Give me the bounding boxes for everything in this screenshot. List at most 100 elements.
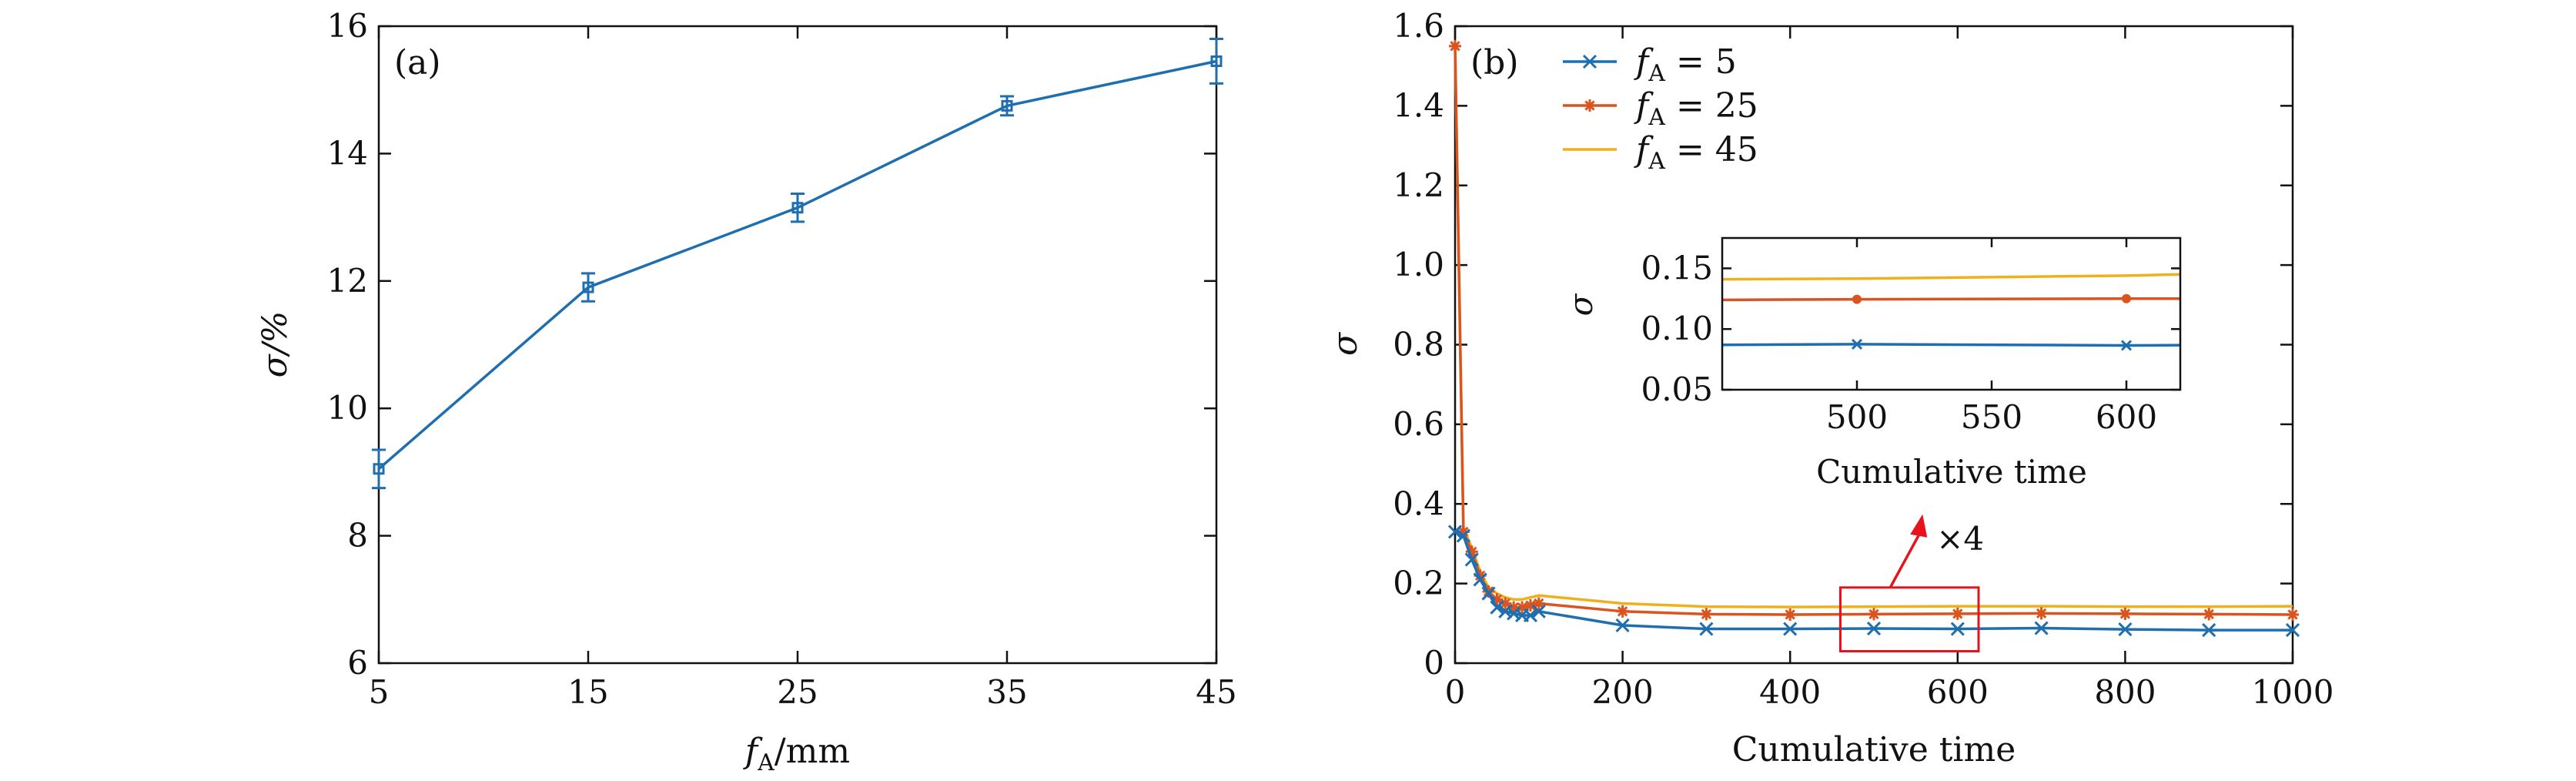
chart-a-panel-label: (a): [394, 43, 441, 82]
chart-b-data-point: [1531, 604, 1546, 618]
chart-b: (b) σ Cumulative time 0 200 400 600 800 1000 0…: [1326, 7, 2333, 769]
inset-data-point: [2120, 340, 2133, 351]
chart-a-y-tick-label: 14: [327, 134, 368, 172]
chart-b-data-point: [1616, 605, 1629, 618]
chart-a-x-tick-label: 15: [567, 673, 608, 711]
chart-a-error-bar: [1000, 95, 1014, 117]
legend-label: fA = 45: [1634, 130, 1758, 175]
inset-series-line: [1721, 273, 2181, 281]
chart-a-y-axis-label: σ/%: [256, 311, 295, 378]
chart-a-x-tick-label: 25: [777, 673, 818, 711]
chart-b-data-point: [1481, 586, 1496, 601]
zoom-factor-label: ×4: [1936, 520, 1984, 558]
chart-b-y-tick-label: 0: [1423, 644, 1444, 682]
chart-a-y-tick-label: 12: [327, 262, 368, 300]
chart-b-data-point: [2034, 621, 2049, 635]
chart-a-error-bar: [581, 272, 595, 303]
chart-a: (a) σ/% fA/mm 5 15 25 35 45 6 8 10 12 14 16: [256, 7, 1237, 776]
zoom-arrow-head: [1910, 514, 1928, 538]
chart-b-data-point: [1532, 597, 1545, 610]
chart-a-y-tick-label: 8: [347, 517, 368, 555]
chart-b-data-point: [1449, 39, 1461, 52]
zoom-arrow-line: [1889, 527, 1924, 588]
chart-b-data-point: [1490, 600, 1504, 615]
chart-b-y-tick-label: 1.2: [1393, 166, 1444, 204]
inset-background: [1722, 238, 2180, 390]
chart-a-x-axis-label: fA/mm: [743, 732, 850, 776]
chart-b-x-axis-label: Cumulative time: [1732, 730, 2016, 769]
chart-a-x-tick-label: 5: [369, 673, 390, 711]
inset-data-point: [1852, 294, 1862, 304]
legend-marker: [1584, 99, 1596, 112]
chart-b-data-point: [2203, 608, 2216, 621]
chart-b-y-tick-label: 0.2: [1393, 565, 1444, 602]
chart-b-x-tick-label: 800: [2094, 673, 2156, 711]
chart-a-x-tick-label: 35: [986, 673, 1027, 711]
chart-b-data-point: [1473, 572, 1487, 587]
inset-y-tick-label: 0.05: [1641, 370, 1713, 408]
chart-b-y-tick-label: 1.6: [1393, 7, 1444, 45]
inset-series-line: [1721, 343, 2181, 347]
chart-b-y-tick-label: 1.0: [1393, 246, 1444, 283]
chart-b-y-tick-label: 0.6: [1393, 405, 1444, 443]
chart-b-data-point: [1783, 622, 1798, 636]
chart-b-panel-label: (b): [1470, 43, 1519, 82]
chart-b-x-tick-label: 600: [1927, 673, 1989, 711]
chart-a-data-point: [373, 463, 385, 475]
inset-x-axis-label: Cumulative time: [1816, 453, 2087, 491]
chart-b-data-point: [1490, 593, 1504, 606]
inset-data-point: [1851, 338, 1863, 350]
chart-a-series-line: [377, 59, 1217, 471]
chart-b-data-point: [1474, 569, 1487, 582]
chart-b-data-point: [1456, 528, 1470, 543]
chart-b-data-point: [1465, 545, 1478, 558]
chart-a-data-point: [1210, 55, 1223, 67]
chart-b-data-point: [2035, 607, 2048, 620]
inset-frame: [1721, 236, 2182, 391]
inset-data-point: [2122, 293, 2131, 303]
chart-b-data-point: [1951, 607, 1964, 620]
inset-x-tick-label: 550: [1961, 398, 2022, 436]
chart-b-x-tick-label: 400: [1759, 673, 1821, 711]
chart-b-data-point: [1784, 608, 1797, 621]
chart-a-y-tick-label: 10: [327, 389, 368, 427]
chart-b-x-tick-label: 200: [1592, 673, 1654, 711]
chart-a-data-point: [582, 281, 594, 293]
chart-b-x-tick-label: 1000: [2252, 673, 2334, 711]
chart-b-data-point: [1447, 525, 1463, 539]
chart-b-x-tick-label: 0: [1445, 673, 1466, 711]
chart-a-frame: [377, 25, 1218, 665]
inset-x-tick-label: 500: [1826, 398, 1888, 436]
legend-label: fA = 25: [1634, 86, 1758, 131]
zoom-region-box: [1838, 586, 1980, 652]
chart-a-y-tick-label: 16: [327, 7, 368, 45]
chart-b-data-point: [2118, 622, 2133, 637]
chart-b-y-tick-label: 1.4: [1393, 86, 1444, 124]
chart-b-data-point: [1868, 608, 1880, 621]
chart-b-data-point: [1866, 621, 1882, 636]
chart-b-data-point: [1615, 618, 1630, 632]
legend-marker: [1582, 54, 1597, 69]
chart-b-data-point: [2202, 623, 2216, 638]
chart-b-inset: 500 550 600 0.05 0.10 0.15 σ Cumulative time: [1562, 236, 2182, 491]
chart-b-data-point: [1516, 601, 1529, 614]
inset-y-tick-label: 0.10: [1641, 310, 1713, 347]
chart-b-data-point: [1523, 608, 1537, 623]
inset-y-tick-label: 0.15: [1641, 249, 1713, 287]
legend-label: fA = 5: [1634, 42, 1737, 87]
chart-b-data-point: [1464, 552, 1479, 567]
chart-a-error-bar: [1209, 38, 1223, 85]
chart-b-data-point: [1507, 601, 1521, 614]
chart-b-data-point: [1499, 597, 1512, 610]
chart-b-data-point: [1457, 525, 1470, 538]
chart-a-x-tick-label: 45: [1196, 673, 1236, 711]
chart-b-data-point: [2119, 607, 2132, 620]
chart-b-data-point: [1700, 608, 1713, 621]
chart-a-error-bar: [791, 193, 805, 223]
chart-b-data-point: [1507, 606, 1521, 621]
chart-b-data-point: [1699, 622, 1714, 636]
chart-a-y-tick-label: 6: [347, 644, 368, 682]
chart-a-data-point: [1001, 99, 1013, 112]
